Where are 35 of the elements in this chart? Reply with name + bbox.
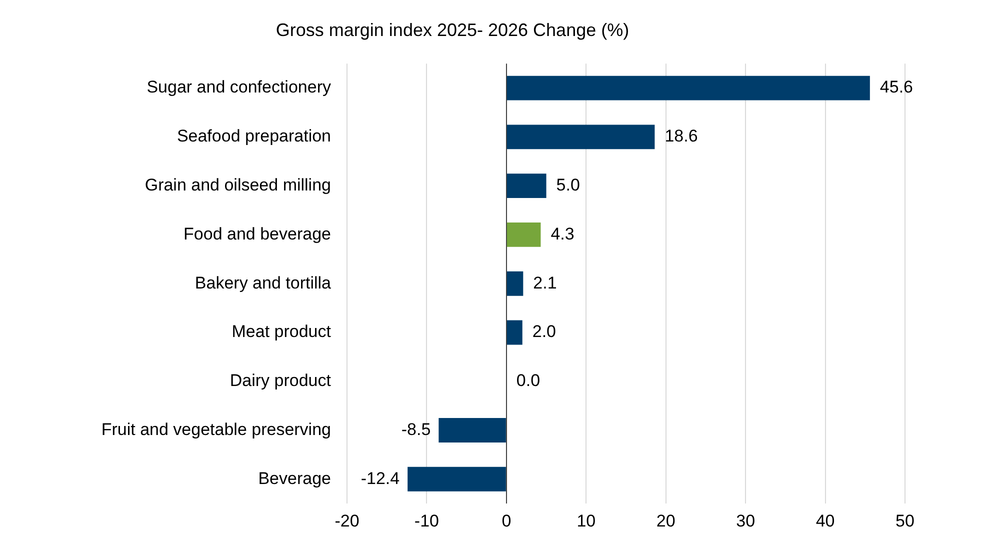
data-label: 18.6 — [664, 126, 698, 146]
x-tick-label: 20 — [656, 511, 676, 530]
y-tick-label: Dairy product — [230, 371, 332, 390]
bar — [408, 466, 506, 492]
x-tick-label: 10 — [576, 511, 596, 530]
y-tick-label: Food and beverage — [184, 224, 331, 244]
data-label: -8.5 — [401, 420, 431, 439]
chart-title: Gross margin index 2025- 2026 Change (%) — [276, 20, 630, 40]
data-label: 4.3 — [550, 224, 574, 244]
bar — [506, 174, 546, 198]
data-label: -12.4 — [360, 468, 400, 488]
bar — [438, 418, 506, 442]
y-tick-label: Beverage — [258, 468, 331, 488]
data-label: 2.1 — [533, 273, 557, 292]
y-tick-label: Fruit and vegetable preserving — [101, 420, 331, 439]
y-tick-label: Sugar and confectionery — [146, 78, 332, 97]
data-label: 5.0 — [556, 176, 580, 195]
x-tick-label: 40 — [816, 511, 835, 530]
bar — [506, 320, 522, 345]
y-tick-label: Meat product — [232, 322, 332, 342]
y-tick-label: Seafood preparation — [176, 126, 331, 146]
x-tick-label: 50 — [896, 511, 914, 530]
y-tick-label: Grain and oilseed milling — [144, 176, 331, 195]
x-tick-label: 0 — [502, 511, 512, 530]
bar — [506, 271, 524, 296]
data-label: 0.0 — [516, 371, 540, 390]
bar — [506, 124, 655, 150]
x-tick-label: 30 — [736, 511, 756, 530]
bar — [506, 222, 541, 247]
data-label: 2.0 — [532, 322, 556, 342]
data-label: 45.6 — [880, 78, 914, 97]
x-tick-label: -20 — [334, 511, 360, 530]
y-tick-label: Bakery and tortilla — [194, 273, 332, 292]
bar — [506, 76, 870, 100]
x-tick-label: -10 — [414, 511, 440, 530]
